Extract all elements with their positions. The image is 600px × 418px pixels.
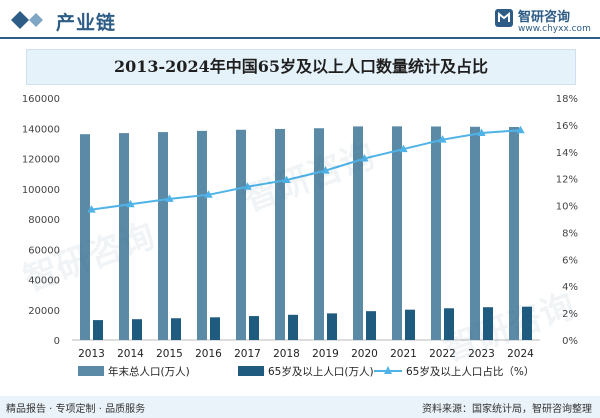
bar-65-plus-population — [171, 318, 181, 340]
y-left-tick-label: 120000 — [22, 155, 60, 166]
bar-65-plus-population — [288, 314, 298, 340]
population-chart: 0 20000 40000 60000 80000 100000 120000 140000 1… — [22, 94, 578, 378]
bar-total-population — [392, 126, 402, 340]
legend-total-population-label: 年末总人口(万人) — [108, 365, 190, 378]
y-left-tick-label: 80000 — [28, 215, 60, 226]
line-marker-point — [165, 194, 174, 202]
footer: 精品报告 · 专项定制 · 品质服务 资料来源：国家统计局，智研咨询整理 — [0, 396, 600, 418]
line-marker-point — [516, 125, 525, 134]
y-left-tick-label: 160000 — [22, 94, 60, 105]
y-left-tick-label: 140000 — [22, 124, 60, 135]
bar-total-population — [236, 129, 246, 340]
bar-65-plus-population — [483, 307, 493, 340]
brand-name: 智研咨询 — [518, 10, 571, 25]
y-right-tick-label: 10% — [556, 202, 578, 213]
x-tick-label: 2021 — [390, 348, 417, 360]
bar-65-plus-population — [522, 306, 532, 340]
bar-total-population — [158, 132, 168, 340]
bar-total-population — [431, 126, 441, 340]
line-marker-point — [360, 154, 369, 162]
legend-total-population-swatch — [78, 366, 104, 376]
legend-65-plus-share-marker — [384, 366, 392, 374]
bar-65-plus-population — [210, 317, 220, 340]
y-right-tick-label: 14% — [556, 148, 578, 159]
y-left-tick-label: 40000 — [28, 276, 60, 287]
footer-tagline: 精品报告 · 专项定制 · 品质服务 — [6, 404, 146, 415]
brand-logo-icon — [495, 9, 513, 27]
x-tick-label: 2024 — [507, 348, 534, 360]
bar-65-plus-population — [132, 319, 142, 340]
legend-65-plus-population-label: 65岁及以上人口(万人) — [268, 365, 374, 378]
y-right-tick-label: 8% — [562, 228, 578, 239]
x-tick-label: 2018 — [273, 348, 300, 360]
x-tick-label: 2017 — [234, 348, 261, 360]
data-source: 资料来源：国家统计局，智研咨询整理 — [422, 404, 592, 415]
bar-total-population — [80, 134, 90, 340]
bar-total-population — [197, 130, 207, 340]
bar-total-population — [470, 126, 480, 340]
bar-65-plus-population — [405, 309, 415, 340]
bar-total-population — [275, 128, 285, 340]
line-65-plus-share — [91, 129, 521, 211]
bar-total-population — [353, 126, 363, 340]
y-right-tick-label: 12% — [556, 175, 578, 186]
header-divider — [0, 37, 600, 39]
legend-65-plus-share-label: 65岁及以上人口占比（%） — [406, 365, 534, 378]
line-marker-point — [243, 182, 252, 190]
y-right-tick-label: 16% — [556, 121, 578, 132]
legend-65-plus-population-swatch — [238, 366, 264, 376]
x-tick-label: 2019 — [312, 348, 339, 360]
x-tick-label: 2023 — [468, 348, 495, 360]
section-title: 产业链 — [56, 12, 117, 34]
line-marker-point — [399, 144, 408, 153]
y-left-tick-label: 60000 — [28, 245, 60, 256]
line-marker-point — [321, 166, 330, 174]
x-tick-label: 2022 — [429, 348, 456, 360]
header: 产业链 智研咨询 www.chyxx.com — [0, 0, 600, 40]
diamond-decoration-icon — [11, 11, 43, 29]
bar-total-population — [509, 126, 519, 340]
bar-65-plus-population — [249, 316, 259, 340]
y-right-tick-label: 6% — [562, 255, 578, 266]
y-right-tick-label: 18% — [556, 94, 578, 105]
y-left-tick-label: 20000 — [28, 306, 60, 317]
y-left-tick-label: 0 — [54, 336, 60, 347]
line-marker-point — [204, 190, 213, 198]
x-tick-label: 2013 — [78, 348, 105, 360]
x-tick-label: 2014 — [117, 348, 144, 360]
y-right-tick-label: 4% — [562, 282, 578, 293]
chart-title-band: 2013-2024年中国65岁及以上人口数量统计及占比 — [26, 49, 576, 85]
line-marker-point — [87, 205, 96, 213]
x-tick-label: 2016 — [195, 348, 222, 360]
bar-65-plus-population — [327, 313, 337, 340]
bar-65-plus-population — [366, 311, 376, 340]
x-tick-label: 2015 — [156, 348, 183, 360]
bar-total-population — [119, 133, 129, 340]
brand-url: www.chyxx.com — [518, 24, 591, 34]
bar-65-plus-population — [93, 320, 103, 340]
x-tick-label: 2020 — [351, 348, 378, 360]
y-left-tick-label: 100000 — [22, 185, 60, 196]
y-right-tick-label: 2% — [562, 309, 578, 320]
line-marker-point — [282, 175, 291, 184]
bar-total-population — [314, 128, 324, 340]
line-marker-point — [438, 135, 447, 143]
chart-title: 2013-2024年中国65岁及以上人口数量统计及占比 — [114, 57, 488, 76]
line-marker-point — [126, 199, 135, 208]
y-right-tick-label: 0% — [562, 336, 578, 347]
line-marker-point — [477, 128, 486, 136]
bar-65-plus-population — [444, 308, 454, 340]
